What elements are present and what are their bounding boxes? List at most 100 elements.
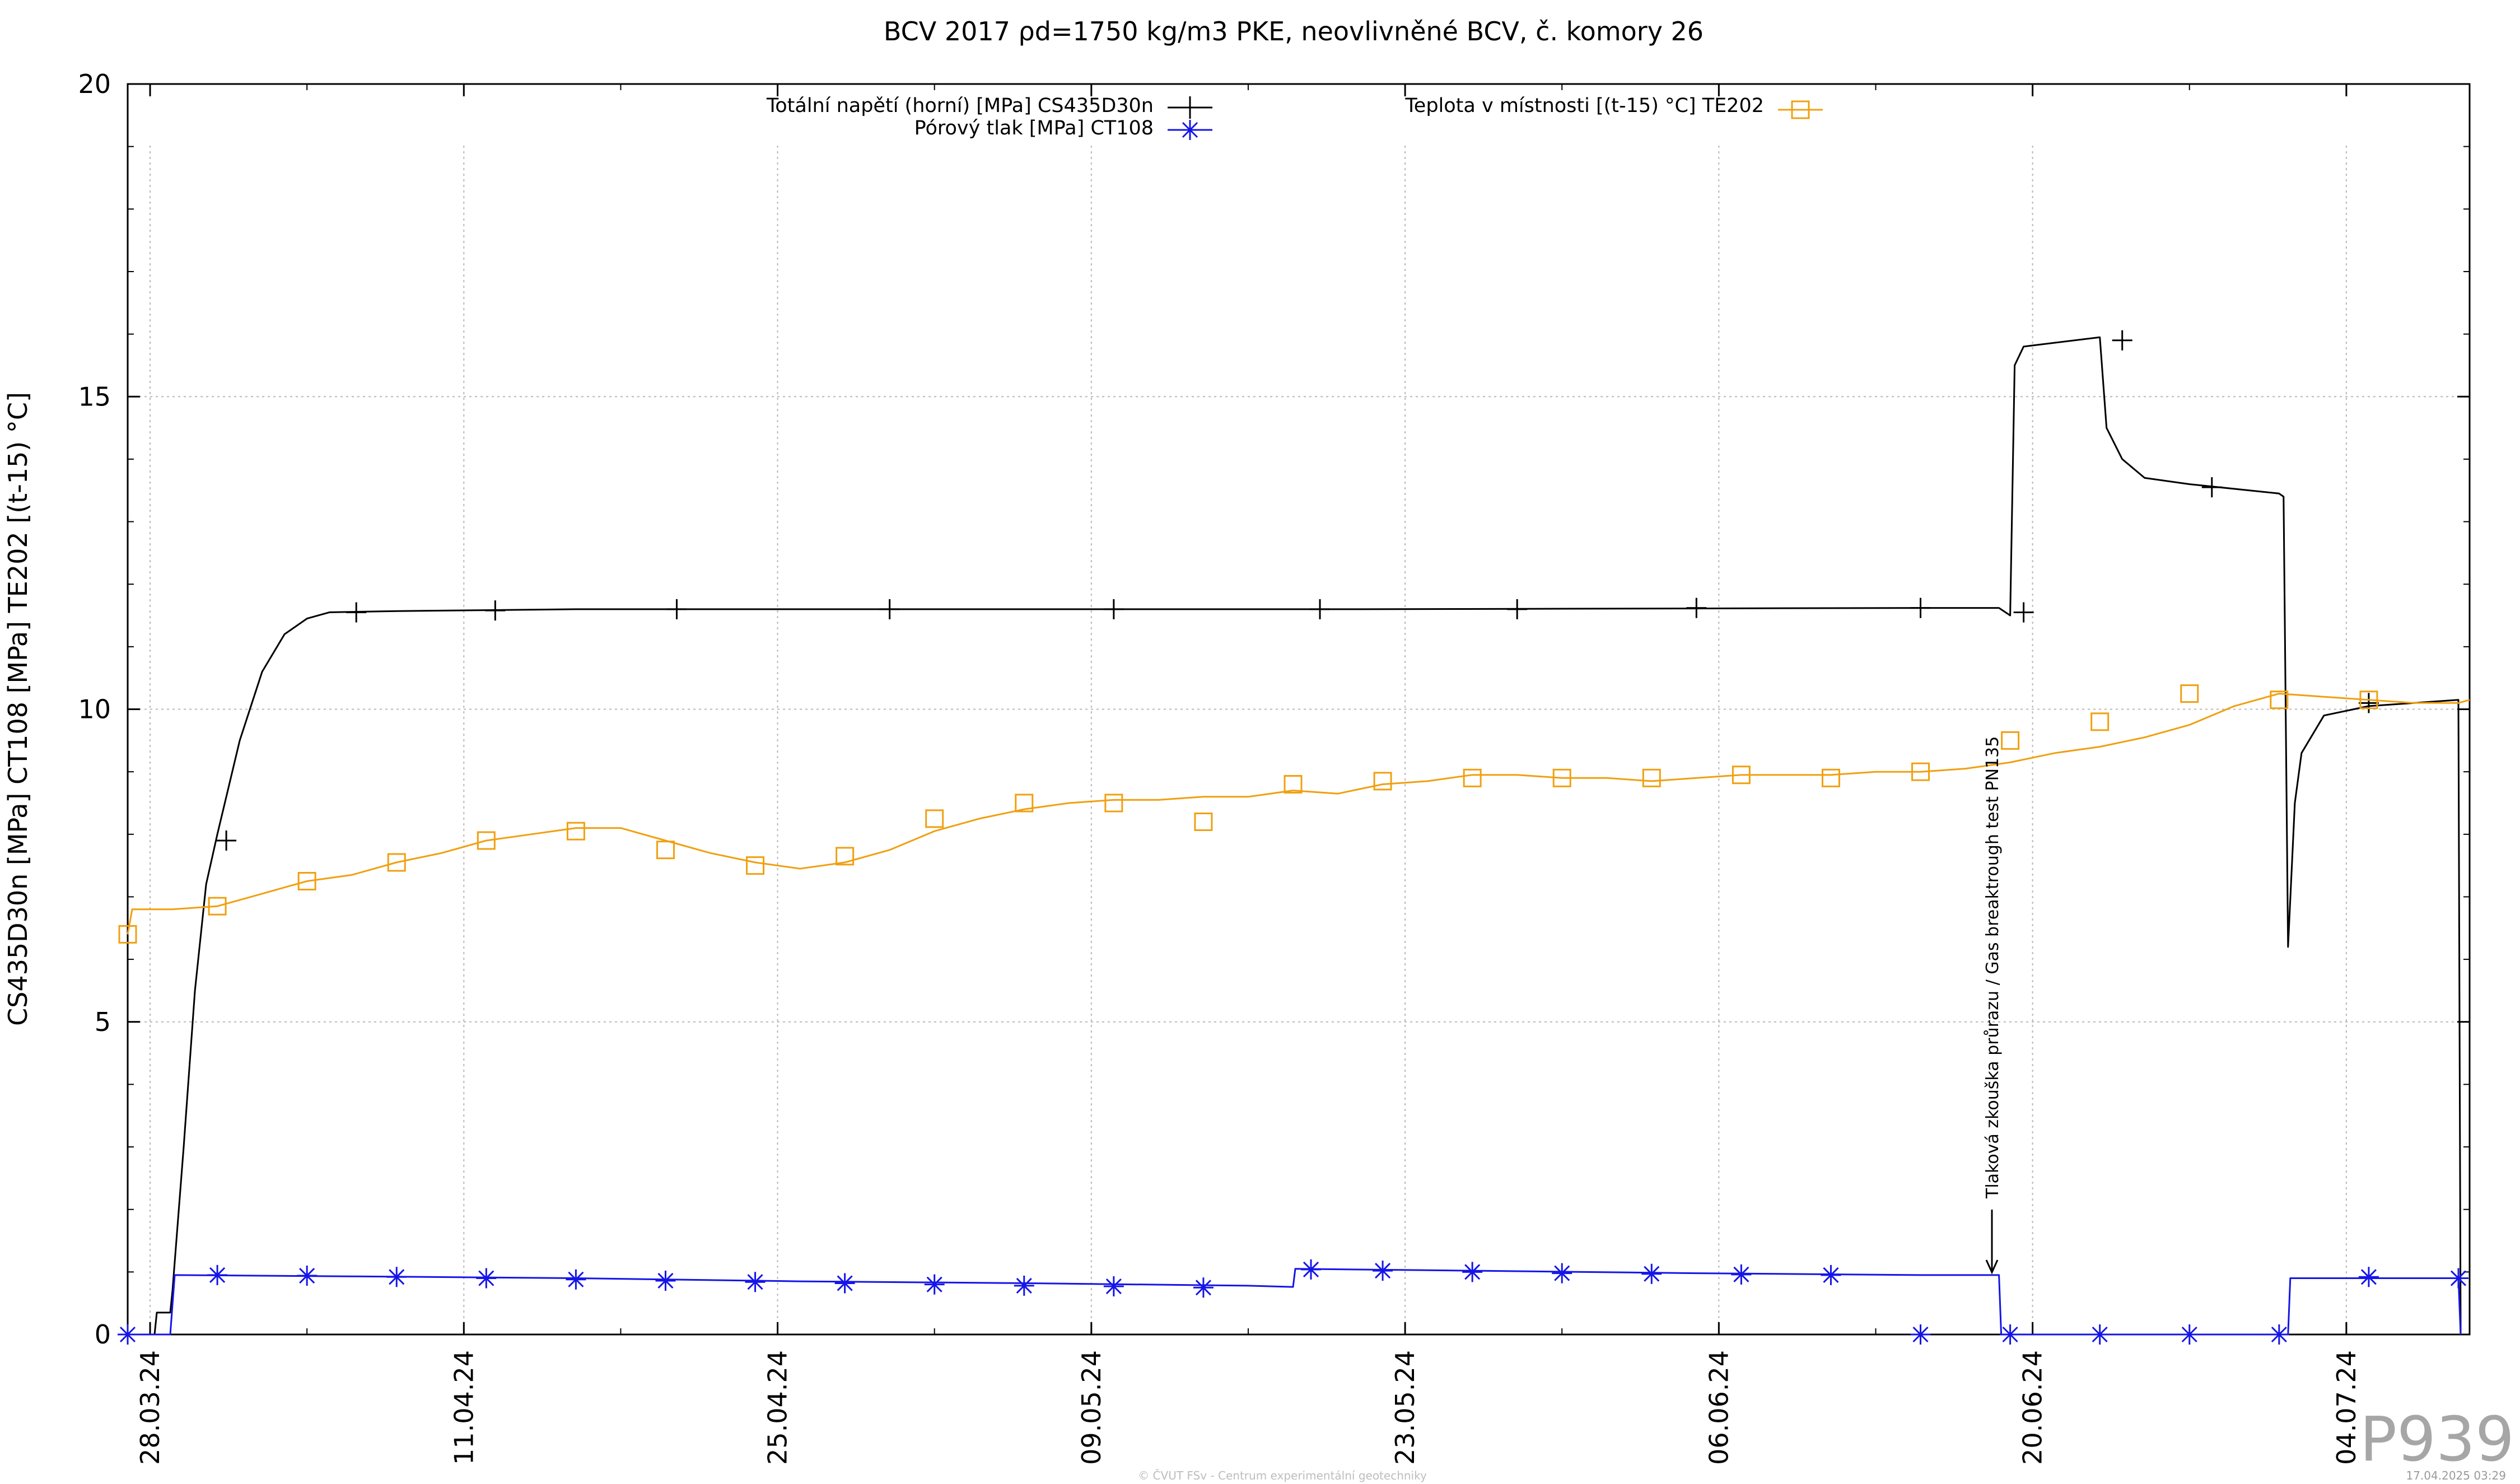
series-room-temperature-marker: [2270, 690, 2289, 710]
x-tick-label: 04.07.24: [2331, 1350, 2362, 1465]
y-tick-label: 0: [95, 1319, 111, 1350]
footer-copyright: © ČVUT FSv - Centrum experimentální geot…: [1138, 1469, 1427, 1482]
legend-marker-total-stress: [1179, 96, 1201, 119]
series-total-stress-marker: [666, 599, 687, 619]
series-room-temperature-marker: [1015, 794, 1034, 813]
series-room-temperature-marker: [477, 831, 496, 850]
y-tick-label: 20: [78, 69, 111, 99]
series-total-stress-marker: [2013, 602, 2034, 623]
y-tick-label: 10: [78, 694, 111, 725]
series-pore-pressure-marker: [655, 1270, 676, 1291]
footer-timestamp: 17.04.2025 03:29: [2406, 1469, 2506, 1482]
legend-label-total-stress: Totální napětí (horní) [MPa] CS435D30n: [766, 95, 1154, 117]
series-room-temperature-marker: [2090, 712, 2110, 731]
series-room-temperature-marker: [1104, 794, 1123, 813]
x-tick-label: 23.05.24: [1390, 1350, 1420, 1465]
series-pore-pressure-marker: [118, 1324, 138, 1345]
series-total-stress-marker: [216, 830, 237, 851]
series-pore-pressure-marker: [1462, 1262, 1483, 1282]
series-total-stress-marker: [1910, 598, 1931, 618]
legend: Totální napětí (horní) [MPa] CS435D30n P…: [766, 95, 1823, 140]
y-tick-label: 5: [95, 1007, 111, 1037]
series-room-temperature-marker: [387, 853, 406, 872]
series-pore-pressure-marker: [386, 1267, 407, 1287]
series-total-stress-marker: [2358, 693, 2379, 713]
series-room-temperature-line: [127, 693, 2470, 935]
series-pore-pressure-marker: [476, 1268, 497, 1289]
x-tick-label: 20.06.24: [2018, 1350, 2048, 1465]
series-room-temperature-marker: [1732, 766, 1751, 785]
series-pore-pressure-marker: [297, 1266, 318, 1286]
x-tick-label: 25.04.24: [763, 1350, 793, 1465]
series-total-stress-marker: [1686, 598, 1707, 618]
series-room-temperature-marker: [656, 841, 675, 860]
x-tick-label: 11.04.24: [449, 1350, 479, 1465]
series-pore-pressure-marker: [1014, 1275, 1034, 1296]
series-room-temperature-marker: [1284, 774, 1303, 794]
series-pore-pressure-marker: [1910, 1324, 1931, 1345]
series-room-temperature-marker: [1642, 768, 1661, 787]
series-total-stress-marker: [346, 602, 367, 623]
series-pore-pressure-marker: [207, 1264, 228, 1285]
series-total-stress-marker: [1103, 599, 1124, 619]
series-pore-pressure-marker: [1641, 1263, 1662, 1284]
annotation-arrow-head: [1985, 1259, 1999, 1275]
series-pore-pressure-marker: [745, 1272, 766, 1292]
series-total-stress-marker: [485, 600, 506, 621]
x-tick-label: 06.06.24: [1704, 1350, 1734, 1465]
series-room-temperature-marker: [1821, 768, 1840, 787]
series-room-temperature-marker: [1552, 768, 1571, 787]
series-group: [118, 330, 2470, 1345]
annotation-text: Tlaková zkouška průrazu / Gas breaktroug…: [1983, 736, 2003, 1199]
series-room-temperature-marker: [2001, 731, 2020, 750]
chart-title: BCV 2017 ρd=1750 kg/m3 PKE, neovlivněné …: [884, 16, 1704, 46]
series-pore-pressure-marker: [834, 1273, 855, 1294]
series-room-temperature-marker: [118, 925, 137, 944]
series-pore-pressure-marker: [566, 1269, 586, 1290]
series-room-temperature-marker: [1911, 762, 1930, 781]
series-room-temperature-marker: [1463, 768, 1482, 787]
y-tick-label: 15: [78, 381, 111, 412]
series-pore-pressure-marker: [1301, 1259, 1322, 1280]
legend-label-room-temperature: Teplota v místnosti [(t-15) °C] TE202: [1404, 95, 1764, 117]
series-total-stress-marker: [2201, 477, 2222, 498]
series-room-temperature-marker: [2180, 684, 2199, 703]
y-axis: 0 5 10 15 20: [78, 69, 2470, 1350]
series-pore-pressure-marker: [1731, 1264, 1752, 1285]
series-pore-pressure-marker: [1193, 1277, 1214, 1298]
y-axis-label: CS435D30n [MPa] CT108 [MPa] TE202 [(t-15…: [3, 392, 33, 1026]
series-pore-pressure-marker: [2000, 1324, 2020, 1345]
series-pore-pressure-marker: [1373, 1261, 1393, 1281]
series-room-temperature-marker: [208, 897, 227, 916]
series-room-temperature-marker: [1194, 812, 1213, 831]
series-pore-pressure-marker: [1103, 1276, 1124, 1297]
series-room-temperature-marker: [836, 847, 855, 866]
series-pore-pressure-marker: [2089, 1324, 2110, 1345]
series-pore-pressure-marker: [2269, 1324, 2289, 1345]
series-room-temperature-marker: [1373, 772, 1392, 791]
series-pore-pressure-marker: [924, 1274, 945, 1295]
series-pore-pressure-marker: [1821, 1264, 1841, 1285]
series-room-temperature-marker: [746, 856, 765, 875]
x-tick-label: 09.05.24: [1076, 1350, 1107, 1465]
series-total-stress-marker: [879, 599, 900, 619]
legend-label-pore-pressure: Pórový tlak [MPa] CT108: [914, 117, 1154, 139]
grid: [128, 146, 2470, 1334]
series-room-temperature-marker: [566, 822, 585, 841]
series-total-stress-marker: [1507, 599, 1528, 619]
series-total-stress-marker: [1310, 599, 1331, 619]
annotation: Tlaková zkouška průrazu / Gas breaktroug…: [1983, 736, 2003, 1275]
series-pore-pressure-marker: [2448, 1268, 2468, 1289]
series-pore-pressure-marker: [2179, 1324, 2200, 1345]
x-tick-label: 28.03.24: [135, 1350, 165, 1465]
series-pore-pressure-marker: [2358, 1267, 2379, 1287]
legend-marker-room-temperature: [1791, 100, 1810, 119]
watermark: P939: [2360, 1403, 2514, 1475]
series-room-temperature-marker: [925, 809, 944, 828]
x-axis: 28.03.24 11.04.24 25.04.24 09.05.24 23.05.24…: [135, 84, 2362, 1465]
series-pore-pressure-marker: [1552, 1263, 1572, 1284]
legend-marker-pore-pressure: [1180, 120, 1200, 140]
series-total-stress-marker: [2112, 330, 2132, 351]
